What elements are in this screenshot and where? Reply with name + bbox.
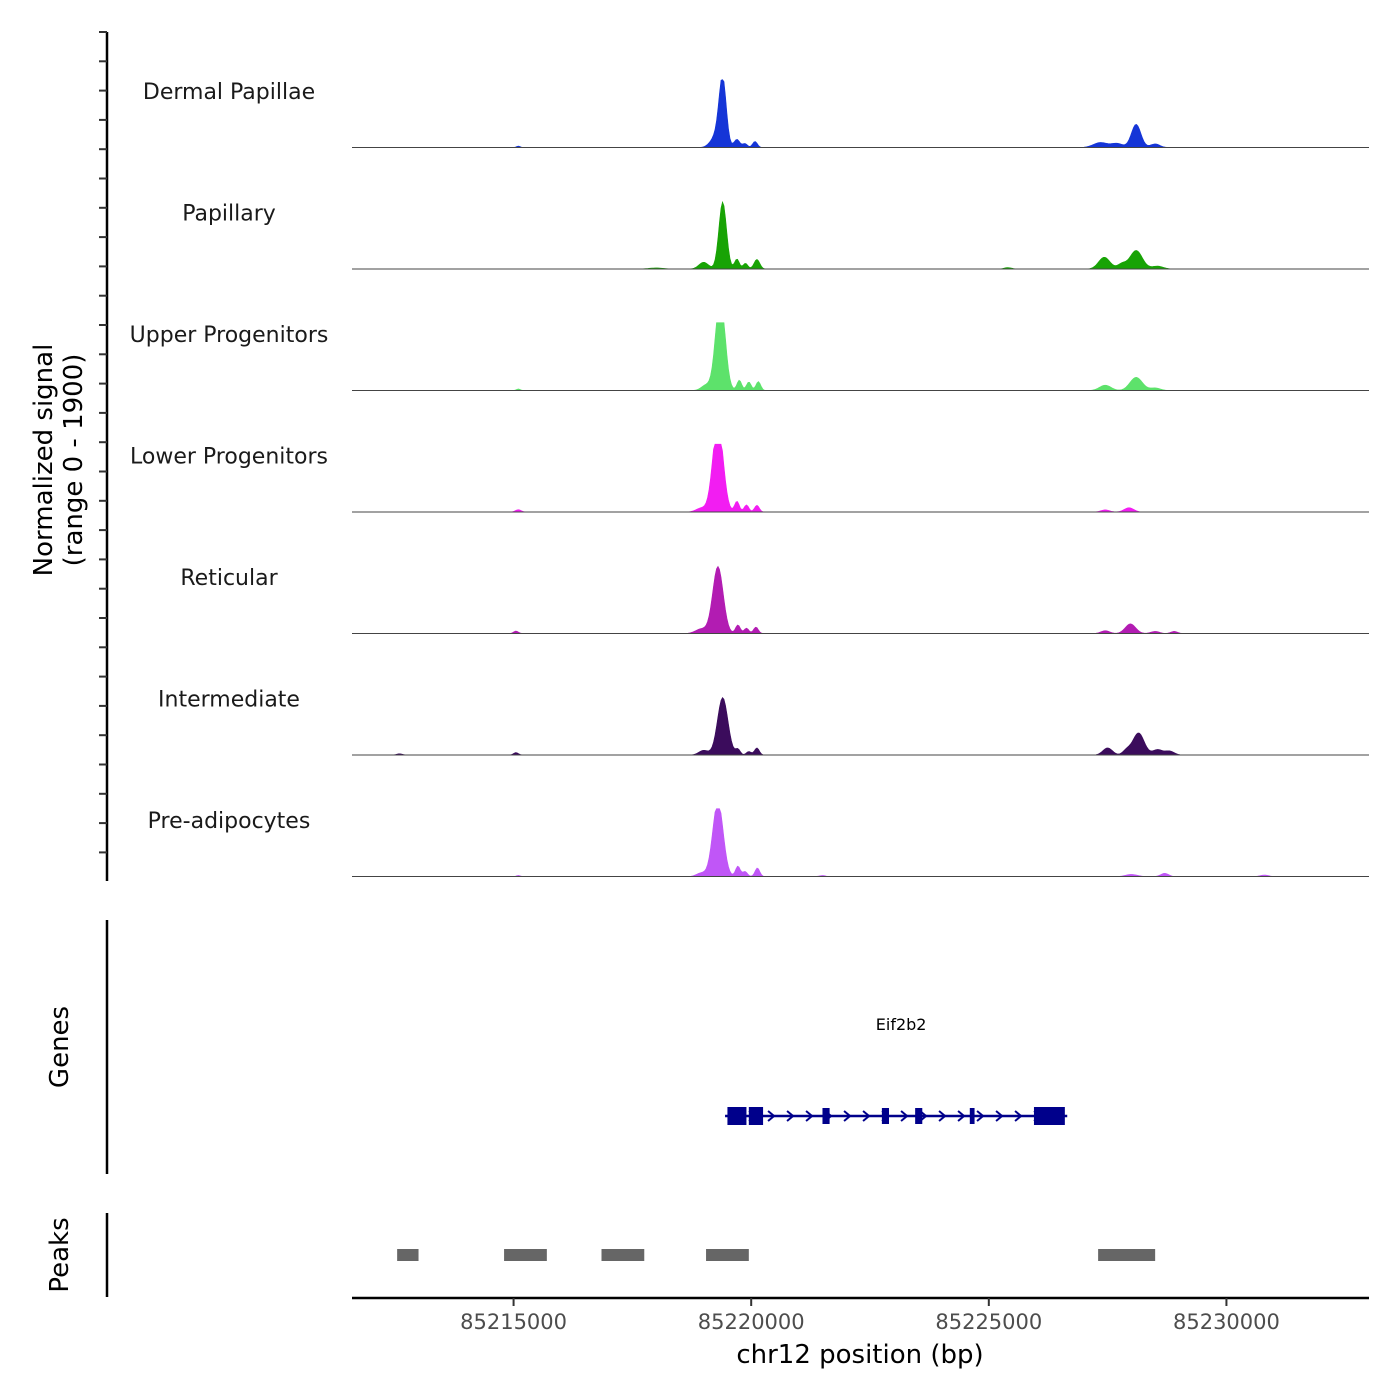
signal-axis-ticks	[99, 31, 107, 854]
gene-label: Eif2b2	[876, 1015, 927, 1034]
track-label: Lower Progenitors	[130, 445, 328, 470]
peak-regions	[397, 1249, 1156, 1261]
gene-exon	[969, 1108, 975, 1124]
x-tick-label: 85215000	[460, 1310, 567, 1334]
gene-exon	[748, 1107, 764, 1125]
track-label: Papillary	[182, 202, 276, 227]
track-reticular: Reticular	[180, 565, 1369, 634]
y-axis-title-line2: (range 0 - 1900)	[59, 354, 89, 567]
gene-eif2b2: Eif2b2	[725, 1015, 1068, 1125]
track-label: Reticular	[180, 566, 278, 591]
x-axis-ticks: 85215000 85220000 85225000 85230000	[460, 1298, 1280, 1334]
signal-area	[352, 696, 1369, 756]
track-upper-progenitors: Upper Progenitors	[130, 322, 1369, 391]
x-axis-title: chr12 position (bp)	[736, 1340, 983, 1370]
track-label: Intermediate	[158, 688, 300, 713]
strand-arrow	[786, 1110, 795, 1122]
signal-area	[352, 808, 1369, 877]
track-lower-progenitors: Lower Progenitors	[130, 443, 1369, 513]
strand-arrow	[805, 1110, 814, 1122]
gene-exon	[881, 1108, 890, 1124]
track-label: Pre-adipocytes	[148, 809, 311, 834]
signal-area	[352, 322, 1369, 391]
strand-arrow	[957, 1110, 966, 1122]
gene-exon	[1033, 1107, 1065, 1125]
signal-area	[352, 200, 1369, 270]
strand-arrow	[1014, 1110, 1023, 1122]
signal-tracks: Dermal Papillae Papillary Upper Progenitor…	[130, 79, 1369, 877]
peaks-panel-title: Peaks	[45, 1217, 75, 1292]
strand-arrow	[995, 1110, 1004, 1122]
y-axis-title-line1: Normalized signal	[29, 344, 59, 577]
strand-arrow	[900, 1110, 909, 1122]
strand-arrow	[862, 1110, 871, 1122]
x-tick-label: 85220000	[698, 1310, 805, 1334]
signal-area	[352, 79, 1369, 148]
genes-panel-title: Genes	[45, 1006, 75, 1088]
strand-arrow	[767, 1110, 776, 1122]
track-papillary: Papillary	[182, 200, 1369, 270]
track-label: Upper Progenitors	[130, 323, 329, 348]
x-tick-label: 85225000	[935, 1310, 1042, 1334]
gene-exon	[915, 1108, 923, 1124]
peak-region	[706, 1249, 749, 1261]
x-tick-label: 85230000	[1173, 1310, 1280, 1334]
signal-area	[352, 565, 1369, 634]
gene-exon	[727, 1107, 747, 1125]
signal-area	[352, 443, 1369, 513]
track-pre-adipocytes: Pre-adipocytes	[148, 808, 1369, 877]
track-dermal-papillae: Dermal Papillae	[143, 79, 1369, 148]
gene-exon	[822, 1108, 830, 1124]
track-intermediate: Intermediate	[158, 688, 1369, 756]
peak-region	[601, 1249, 645, 1261]
peak-region	[1098, 1249, 1156, 1261]
gene-annotations: Eif2b2	[725, 1015, 1068, 1125]
peak-region	[397, 1249, 419, 1261]
strand-arrow	[938, 1110, 947, 1122]
peak-region	[504, 1249, 547, 1261]
strand-arrow	[976, 1110, 985, 1122]
strand-arrow	[843, 1110, 852, 1122]
track-label: Dermal Papillae	[143, 80, 315, 105]
